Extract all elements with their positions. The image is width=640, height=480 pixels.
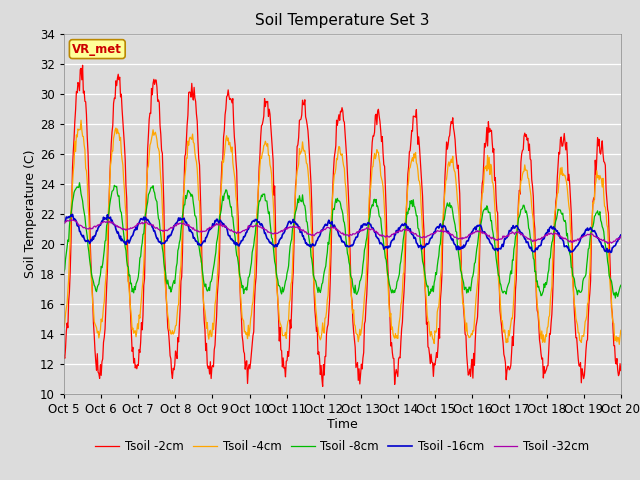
Tsoil -32cm xyxy=(128,226,136,231)
Tsoil -16cm xyxy=(68,212,76,217)
Tsoil -16cm xyxy=(128,233,136,239)
Tsoil -2cm xyxy=(60,352,68,358)
Tsoil -16cm xyxy=(71,216,79,222)
Tsoil -8cm xyxy=(612,295,620,301)
Tsoil -16cm xyxy=(214,219,222,225)
Tsoil -8cm xyxy=(185,188,193,193)
Tsoil -32cm xyxy=(60,220,68,226)
Y-axis label: Soil Temperature (C): Soil Temperature (C) xyxy=(24,149,37,278)
Tsoil -32cm xyxy=(185,222,193,228)
Tsoil -8cm xyxy=(60,269,68,275)
Legend: Tsoil -2cm, Tsoil -4cm, Tsoil -8cm, Tsoil -16cm, Tsoil -32cm: Tsoil -2cm, Tsoil -4cm, Tsoil -8cm, Tsoi… xyxy=(91,435,594,458)
X-axis label: Time: Time xyxy=(327,419,358,432)
Tsoil -2cm xyxy=(617,368,625,373)
Tsoil -4cm xyxy=(70,160,78,166)
Tsoil -32cm xyxy=(617,234,625,240)
Tsoil -4cm xyxy=(428,329,435,335)
Tsoil -8cm xyxy=(70,190,78,195)
Tsoil -4cm xyxy=(617,327,625,333)
Tsoil -2cm xyxy=(428,360,436,365)
Tsoil -4cm xyxy=(128,326,136,332)
Tsoil -8cm xyxy=(76,180,83,186)
Tsoil -4cm xyxy=(616,341,623,347)
Tsoil -32cm xyxy=(67,217,74,223)
Tsoil -16cm xyxy=(60,220,68,226)
Text: VR_met: VR_met xyxy=(72,43,122,56)
Tsoil -16cm xyxy=(411,235,419,240)
Tsoil -4cm xyxy=(77,117,85,123)
Tsoil -16cm xyxy=(617,232,625,238)
Tsoil -8cm xyxy=(214,231,222,237)
Tsoil -8cm xyxy=(428,286,435,292)
Tsoil -2cm xyxy=(412,114,419,120)
Tsoil -8cm xyxy=(617,282,625,288)
Tsoil -2cm xyxy=(128,348,136,354)
Tsoil -8cm xyxy=(411,204,419,210)
Tsoil -2cm xyxy=(79,62,86,68)
Tsoil -4cm xyxy=(411,155,419,161)
Line: Tsoil -32cm: Tsoil -32cm xyxy=(64,220,621,243)
Tsoil -4cm xyxy=(60,324,68,330)
Title: Soil Temperature Set 3: Soil Temperature Set 3 xyxy=(255,13,429,28)
Tsoil -16cm xyxy=(185,224,193,230)
Tsoil -32cm xyxy=(604,240,611,246)
Tsoil -32cm xyxy=(71,218,79,224)
Line: Tsoil -8cm: Tsoil -8cm xyxy=(64,183,621,298)
Tsoil -2cm xyxy=(185,90,193,96)
Tsoil -2cm xyxy=(70,135,78,141)
Tsoil -16cm xyxy=(607,250,614,255)
Tsoil -32cm xyxy=(428,231,435,237)
Tsoil -4cm xyxy=(214,261,222,267)
Tsoil -16cm xyxy=(428,235,435,241)
Line: Tsoil -2cm: Tsoil -2cm xyxy=(64,65,621,386)
Tsoil -4cm xyxy=(185,143,193,148)
Line: Tsoil -4cm: Tsoil -4cm xyxy=(64,120,621,344)
Tsoil -2cm xyxy=(214,281,222,287)
Tsoil -32cm xyxy=(214,222,222,228)
Tsoil -32cm xyxy=(411,231,419,237)
Tsoil -2cm xyxy=(319,384,326,389)
Line: Tsoil -16cm: Tsoil -16cm xyxy=(64,215,621,252)
Tsoil -8cm xyxy=(128,289,136,295)
